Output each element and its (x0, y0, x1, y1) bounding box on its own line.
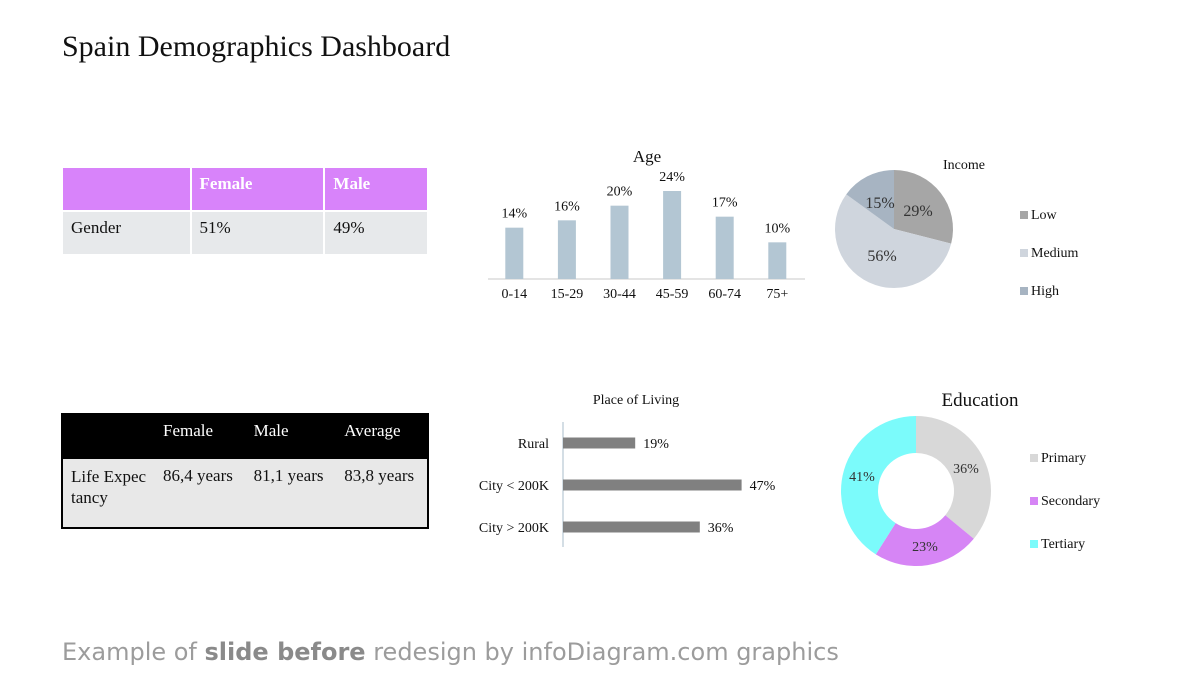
income-legend-label: High (1031, 284, 1059, 299)
place-tick-label: Rural (518, 437, 549, 452)
gender-header-female: Female (189, 166, 326, 212)
age-tick-label: 15-29 (551, 287, 584, 302)
life-row-label: Life Expectancy (62, 459, 155, 528)
life-female-value: 86,4 years (155, 459, 246, 528)
income-data-label: 56% (867, 248, 896, 265)
table-row: Life Expectancy 86,4 years 81,1 years 83… (62, 459, 428, 528)
gender-row-label: Gender (61, 210, 192, 256)
education-data-label: 41% (849, 470, 875, 485)
life-header-male: Male (245, 414, 337, 459)
age-data-label: 14% (501, 207, 527, 222)
age-tick-label: 30-44 (603, 287, 636, 302)
income-legend-swatch (1020, 287, 1028, 295)
age-data-label: 10% (764, 221, 790, 236)
age-bar-30-44 (610, 205, 629, 279)
income-data-label: 15% (865, 195, 894, 212)
gender-table: Female Male Gender 51% 49% (61, 166, 429, 256)
place-data-label: 47% (750, 479, 776, 494)
life-table-header-row: Female Male Average (62, 414, 428, 459)
income-legend-swatch (1020, 249, 1028, 257)
footer-caption: Example of slide before redesign by info… (62, 638, 839, 666)
footer-suffix: redesign by infoDiagram.com graphics (365, 638, 839, 666)
age-data-label: 16% (554, 199, 580, 214)
age-bar-15-29 (557, 220, 576, 279)
age-bar-60-74 (715, 216, 734, 279)
age-tick-label: 0-14 (501, 287, 527, 302)
education-legend-label: Secondary (1041, 494, 1100, 509)
place-data-label: 36% (708, 521, 734, 536)
income-data-label: 29% (903, 203, 932, 220)
education-legend-swatch (1030, 540, 1038, 548)
age-data-label: 17% (712, 196, 738, 211)
income-legend-label: Medium (1031, 246, 1079, 261)
age-data-label: 20% (607, 185, 633, 200)
age-bar-75+ (768, 242, 787, 279)
education-legend-swatch (1030, 454, 1038, 462)
place-tick-label: City > 200K (479, 521, 549, 536)
education-slice-primary (916, 415, 992, 539)
age-data-label: 24% (659, 170, 685, 185)
place-data-label: 19% (643, 437, 669, 452)
age-chart-title: Age (633, 147, 661, 166)
table-row: Gender 51% 49% (61, 210, 429, 256)
gender-header-male: Male (323, 166, 429, 212)
place-bar-1 (563, 479, 742, 491)
life-average-value: 83,8 years (336, 459, 428, 528)
income-legend-swatch (1020, 211, 1028, 219)
life-expectancy-table: Female Male Average Life Expectancy 86,4… (61, 413, 429, 529)
life-header-empty (62, 414, 155, 459)
education-legend-label: Tertiary (1041, 537, 1085, 552)
age-tick-label: 75+ (766, 287, 788, 302)
place-bar-2 (563, 521, 700, 533)
education-slice-secondary (875, 515, 974, 567)
life-header-female: Female (155, 414, 246, 459)
place-tick-label: City < 200K (479, 479, 549, 494)
place-bar-0 (563, 437, 636, 449)
income-legend-label: Low (1031, 208, 1058, 223)
education-chart-title: Education (941, 390, 1019, 411)
income-chart-title: Income (943, 158, 985, 173)
gender-header-empty (61, 166, 192, 212)
age-bar-45-59 (663, 191, 682, 279)
life-male-value: 81,1 years (245, 459, 337, 528)
gender-table-header-row: Female Male (61, 166, 429, 212)
income-slice-low (894, 170, 953, 244)
footer-bold: slide before (204, 638, 366, 666)
education-slice-tertiary (841, 416, 916, 555)
income-slice-medium (835, 194, 952, 288)
education-data-label: 23% (912, 540, 938, 555)
life-header-average: Average (336, 414, 428, 459)
income-slice-high (846, 170, 894, 229)
education-legend-swatch (1030, 497, 1038, 505)
age-bar-0-14 (505, 227, 524, 279)
page-title: Spain Demographics Dashboard (62, 30, 451, 63)
age-tick-label: 45-59 (656, 287, 689, 302)
gender-male-value: 49% (323, 210, 429, 256)
age-tick-label: 60-74 (708, 287, 741, 302)
place-chart-title: Place of Living (593, 393, 679, 408)
footer-prefix: Example of (62, 638, 205, 666)
education-legend-label: Primary (1041, 451, 1086, 466)
gender-female-value: 51% (189, 210, 326, 256)
education-data-label: 36% (953, 462, 979, 477)
